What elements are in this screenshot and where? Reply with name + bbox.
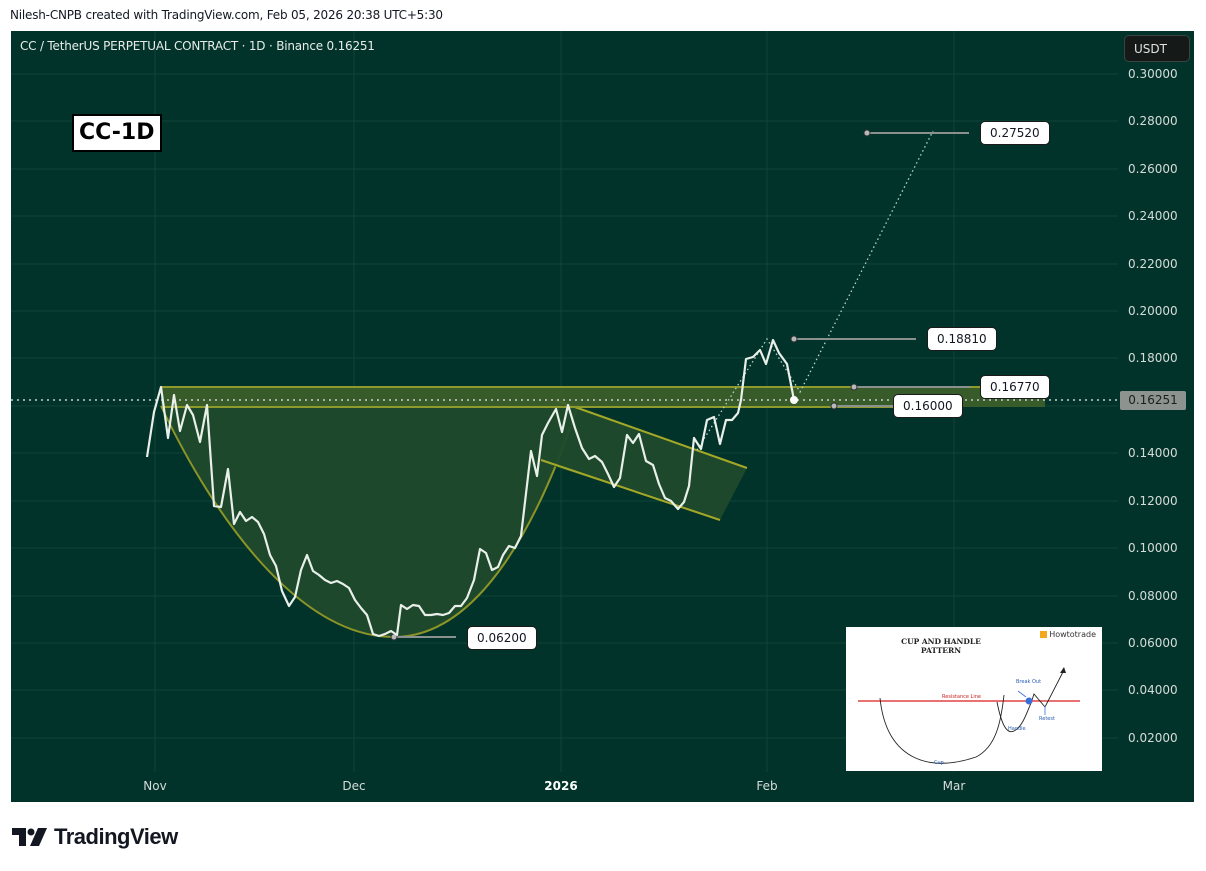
y-tick: 0.24000 — [1128, 209, 1178, 223]
last-price-dot — [790, 396, 798, 404]
y-tick: 0.02000 — [1128, 731, 1178, 745]
tradingview-logo[interactable]: TradingView — [12, 824, 178, 850]
chart-title: CC / TetherUS PERPETUAL CONTRACT · 1D · … — [20, 39, 375, 53]
y-tick: 0.12000 — [1128, 494, 1178, 508]
tradingview-wordmark: TradingView — [54, 824, 178, 849]
y-tick: 0.28000 — [1128, 114, 1178, 128]
handle-lower-line[interactable] — [540, 459, 721, 521]
handle-upper-line[interactable] — [554, 399, 748, 469]
resistance-top-callout[interactable]: 0.16770 — [980, 375, 1050, 399]
credit-line: Nilesh-CNPB created with TradingView.com… — [10, 8, 443, 22]
inset-title: CUP AND HANDLE PATTERN — [901, 637, 981, 655]
high-callout[interactable]: 0.18810 — [927, 327, 997, 351]
x-tick: Dec — [342, 779, 366, 793]
y-tick: 0.26000 — [1128, 162, 1178, 176]
y-tick: 0.08000 — [1128, 589, 1178, 603]
resistance-bottom-callout[interactable]: 0.16000 — [893, 394, 963, 418]
y-tick: 0.14000 — [1128, 446, 1178, 460]
tradingview-logo-icon — [12, 828, 47, 846]
projection-path[interactable] — [696, 130, 934, 451]
y-tick: 0.10000 — [1128, 541, 1178, 555]
price-line[interactable] — [145, 338, 796, 638]
current-price-tag: 0.16251 — [1120, 391, 1186, 410]
y-tick: 0.18000 — [1128, 351, 1178, 365]
inset-diagram — [858, 667, 1080, 764]
x-tick: Nov — [143, 779, 167, 793]
y-tick: 0.22000 — [1128, 257, 1178, 271]
cup-low-callout[interactable]: 0.06200 — [467, 626, 537, 650]
y-tick: 0.30000 — [1128, 67, 1178, 81]
y-tick: 0.20000 — [1128, 304, 1178, 318]
x-tick: 2026 — [544, 779, 578, 793]
howtotrade-logo: Howtotrade — [1040, 630, 1096, 639]
cup-handle-reference-image: CUP AND HANDLE PATTERN Howtotrade Resist… — [846, 627, 1102, 771]
x-tick: Mar — [942, 779, 966, 793]
y-tick: 0.06000 — [1128, 636, 1178, 650]
target-callout[interactable]: 0.27520 — [980, 121, 1050, 145]
handle-fill — [541, 400, 747, 520]
x-tick: Feb — [756, 779, 778, 793]
currency-button[interactable]: USDT — [1124, 35, 1190, 62]
symbol-label-box[interactable]: CC-1D — [72, 114, 162, 152]
y-tick: 0.04000 — [1128, 683, 1178, 697]
resistance-zone[interactable] — [161, 387, 1045, 407]
